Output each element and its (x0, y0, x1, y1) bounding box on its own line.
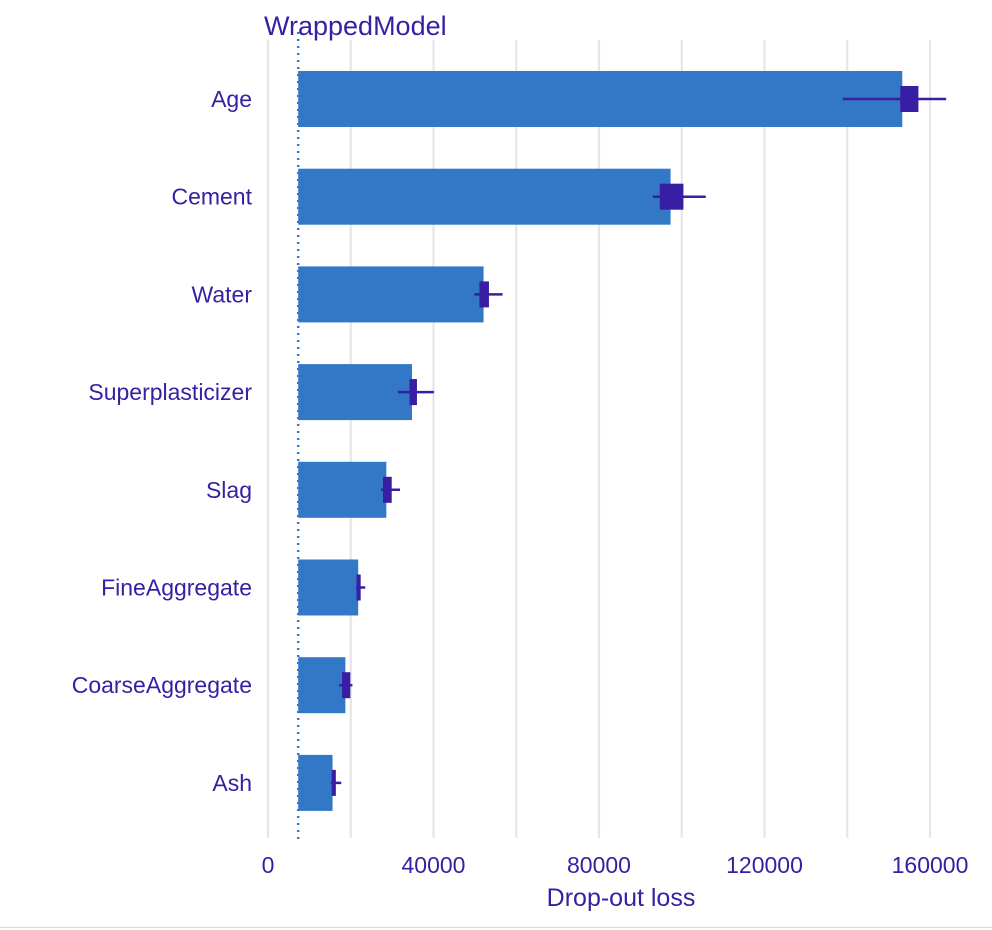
bar (298, 266, 484, 323)
category-label: Superplasticizer (88, 379, 252, 405)
x-tick-label: 160000 (892, 852, 969, 878)
bars (298, 71, 903, 811)
boxplot-box (659, 183, 684, 210)
x-axis-title: Drop-out loss (547, 884, 696, 912)
bar (298, 657, 346, 714)
boxplot-box (342, 672, 351, 699)
bar (298, 559, 359, 616)
x-tick-label: 80000 (567, 852, 631, 878)
bar (298, 168, 671, 225)
boxplot-box (383, 476, 392, 503)
bar (298, 364, 412, 421)
boxplots (330, 86, 947, 796)
boxplot-box (900, 86, 919, 112)
category-label: Slag (206, 477, 252, 503)
x-tick-label: 0 (262, 852, 275, 878)
x-tick-label: 120000 (726, 852, 803, 878)
category-label: Cement (171, 184, 252, 210)
category-label: Ash (212, 770, 252, 796)
bar (298, 461, 387, 518)
boxplot-box (356, 574, 361, 601)
x-tick-labels: 0 40000 80000 120000 160000 (262, 852, 969, 878)
boxplot-box (479, 281, 489, 308)
boxplot-box (331, 769, 336, 796)
x-tick-label: 40000 (402, 852, 466, 878)
category-label: FineAggregate (101, 575, 252, 601)
bar (298, 754, 333, 811)
bottom-divider (0, 927, 992, 928)
boxplot-box (409, 379, 417, 406)
category-label: Water (192, 281, 253, 307)
category-labels: Age Cement Water Superplasticizer Slag FineAg… (72, 86, 253, 796)
grid-lines (266, 40, 932, 838)
chart-title: WrappedModel (264, 11, 447, 41)
bar (298, 71, 903, 127)
category-label: Age (211, 86, 252, 112)
category-label: CoarseAggregate (72, 672, 252, 698)
